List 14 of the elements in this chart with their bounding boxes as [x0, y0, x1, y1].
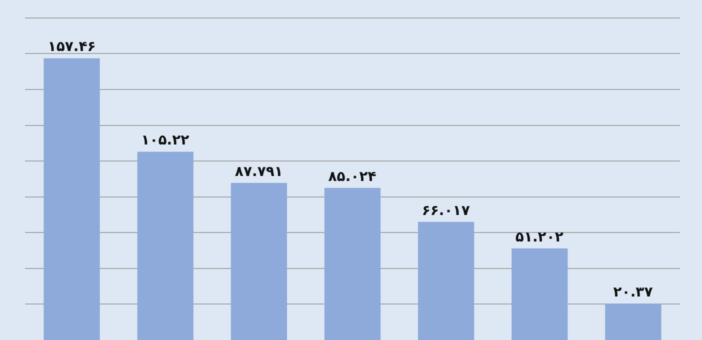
bar: [418, 222, 474, 340]
bar: [605, 304, 662, 340]
data-label: ۲۰.۳۷: [613, 284, 654, 301]
data-label: ۱۰۵.۲۲: [141, 132, 190, 149]
bar: [137, 152, 194, 340]
data-label: ۸۷.۷۹۱: [234, 164, 283, 180]
data-label: ۶۶.۰۱۷: [422, 202, 470, 219]
data-label: ۵۱.۲۰۲: [515, 229, 564, 246]
bar: [230, 182, 287, 340]
bar: [324, 188, 381, 340]
bar: [44, 58, 100, 340]
data-label: ۸۵.۰۲۴: [328, 168, 377, 185]
data-label: ۱۵۷.۴۶: [48, 39, 96, 56]
bar: [512, 248, 568, 340]
